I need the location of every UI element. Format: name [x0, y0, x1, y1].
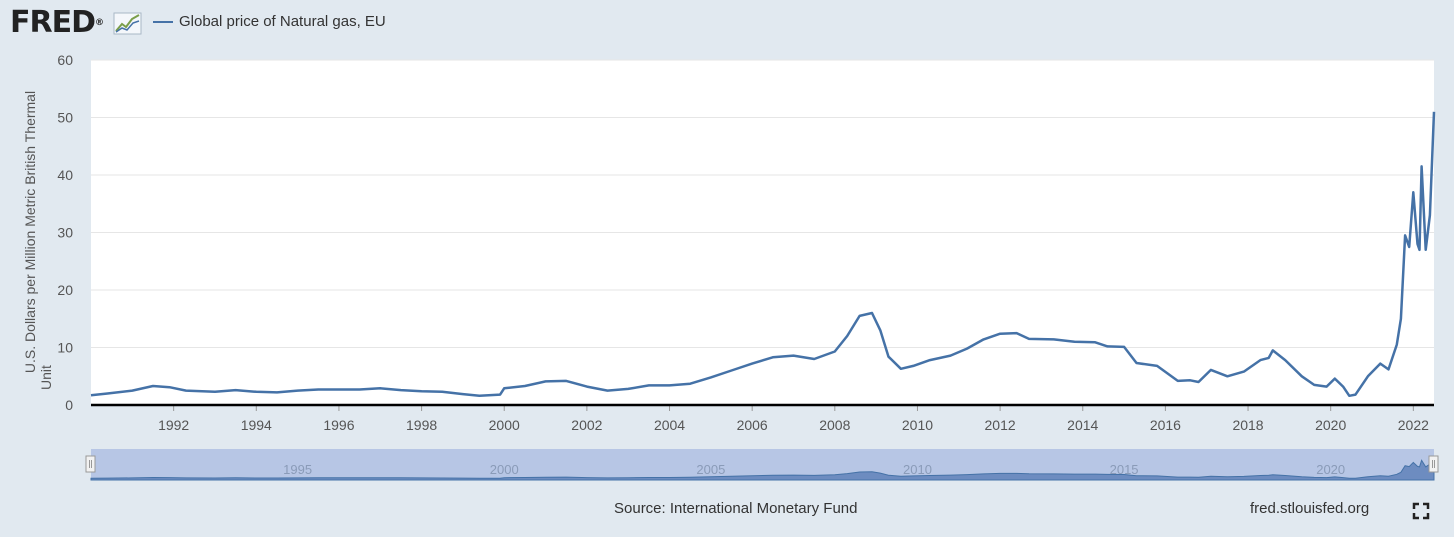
- x-tick-label: 2020: [1315, 417, 1346, 433]
- navigator-range[interactable]: [91, 449, 1434, 480]
- x-tick-label: 2022: [1398, 417, 1429, 433]
- x-tick-label: 2018: [1232, 417, 1263, 433]
- x-tick-label: 1998: [406, 417, 437, 433]
- x-tick-label: 2012: [985, 417, 1016, 433]
- y-tick-label: 50: [57, 110, 73, 126]
- site-link[interactable]: fred.stlouisfed.org: [1250, 500, 1370, 517]
- fred-logo[interactable]: FRED®: [10, 5, 104, 40]
- y-tick-label: 40: [57, 167, 73, 183]
- x-axis-ticks: 1992 1994 1996 1998 2000 2002 2004 2006 2008 2010…: [158, 405, 1429, 433]
- series-line[interactable]: [90, 111, 1436, 398]
- y-tick-label: 0: [65, 397, 73, 413]
- navigator-year-label: 2010: [903, 462, 932, 477]
- chart-line-icon: [113, 12, 142, 35]
- fullscreen-icon[interactable]: [1412, 502, 1430, 520]
- x-tick-label: 2008: [819, 417, 850, 433]
- y-tick-label: 30: [57, 225, 73, 241]
- gridlines: [91, 59, 1434, 348]
- y-tick-label: 20: [57, 282, 73, 298]
- navigator[interactable]: 1995 2000 2005 2010 2015 2020: [85, 449, 1439, 481]
- navigator-right-handle[interactable]: [1428, 455, 1439, 473]
- navigator-year-label: 1995: [283, 462, 312, 477]
- navigator-series-area: [90, 455, 1435, 481]
- source-note: Source: International Monetary Fund: [614, 500, 858, 517]
- navigator-year-label: 2015: [1110, 462, 1139, 477]
- chart-legend[interactable]: Global price of Natural gas, EU: [153, 13, 386, 30]
- x-tick-label: 1996: [323, 417, 354, 433]
- x-tick-label: 2016: [1150, 417, 1181, 433]
- x-tick-label: 2006: [737, 417, 768, 433]
- legend-line-swatch: [153, 20, 173, 23]
- chart-header: FRED® Global price of Natural gas, EU: [0, 0, 1454, 46]
- x-tick-label: 2014: [1067, 417, 1098, 433]
- x-tick-label: 2010: [902, 417, 933, 433]
- y-axis-ticks: 0 10 20 30 40 50 60: [57, 52, 73, 413]
- navigator-year-label: 2020: [1316, 462, 1345, 477]
- navigator-year-label: 2000: [490, 462, 519, 477]
- x-tick-label: 2000: [489, 417, 520, 433]
- navigator-year-label: 2005: [696, 462, 725, 477]
- legend-label: Global price of Natural gas, EU: [179, 13, 386, 30]
- x-tick-label: 1994: [241, 417, 272, 433]
- x-tick-label: 2004: [654, 417, 685, 433]
- x-tick-label: 2002: [571, 417, 602, 433]
- x-tick-label: 1992: [158, 417, 189, 433]
- y-tick-label: 10: [57, 340, 73, 356]
- y-axis-label: U.S. Dollars per Million Metric British …: [22, 91, 54, 390]
- navigator-year-labels: 1995 2000 2005 2010 2015 2020: [283, 462, 1345, 477]
- navigator-left-handle[interactable]: [85, 455, 96, 473]
- y-tick-label: 60: [57, 52, 73, 68]
